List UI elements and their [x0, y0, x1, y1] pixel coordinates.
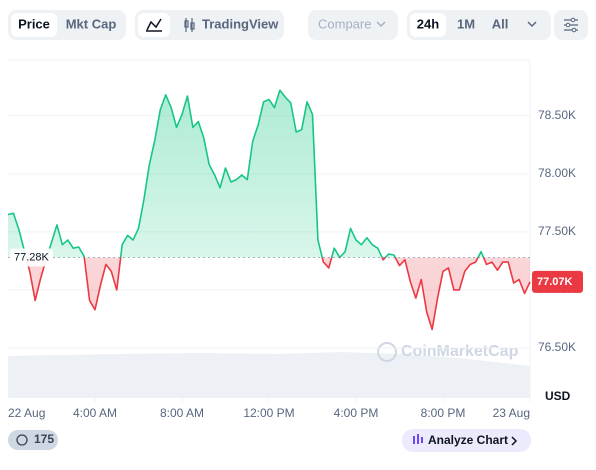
- x-tick-label: 4:00 AM: [73, 406, 117, 420]
- y-unit: USD: [545, 389, 571, 403]
- range-selected[interactable]: [410, 13, 446, 37]
- x-tick-label: 23 Aug: [493, 406, 530, 420]
- compare-button[interactable]: [308, 10, 398, 40]
- tab-price[interactable]: Price: [18, 16, 50, 31]
- watermark: CoinMarketCap: [377, 342, 519, 362]
- x-tick-label: 12:00 PM: [243, 406, 294, 420]
- analyze-button[interactable]: [402, 429, 531, 452]
- reference-label-box: [10, 248, 53, 267]
- chevron[interactable]: [527, 21, 537, 28]
- watermark-text: CoinMarketCap: [401, 343, 519, 360]
- y-tick-label: 76.50K: [538, 340, 576, 354]
- watermark-logo: [377, 342, 397, 362]
- last-price-box: [532, 270, 583, 293]
- tab-selected[interactable]: [11, 13, 57, 37]
- x-tick-label: 8:00 AM: [160, 406, 204, 420]
- area-up: [8, 90, 530, 258]
- area-down: [26, 257, 530, 330]
- analyze-icon: [413, 434, 423, 444]
- y-tick-label: 78.50K: [538, 108, 576, 122]
- last-price-label: 77.07K: [537, 276, 573, 288]
- settings-knob: [571, 27, 577, 33]
- volume-area: [8, 352, 530, 398]
- range-all[interactable]: All: [492, 16, 509, 31]
- range-1m[interactable]: 1M: [457, 16, 475, 31]
- chevron: [376, 21, 386, 28]
- tab-mktcap[interactable]: Mkt Cap: [66, 16, 117, 31]
- price-line: [7, 89, 531, 331]
- compare-label[interactable]: Compare: [318, 16, 371, 31]
- badge-count[interactable]: 175: [34, 432, 54, 446]
- reference-label: 77.28K: [14, 251, 50, 263]
- tab-group: [135, 10, 284, 40]
- x-tick-label: 22 Aug: [8, 406, 45, 420]
- y-tick-label: 77.50K: [538, 224, 576, 238]
- chevron: [511, 436, 518, 446]
- settings-knob: [570, 17, 576, 23]
- x-tick-label: 4:00 PM: [334, 406, 379, 420]
- settings-knob: [565, 22, 571, 28]
- analyze-label[interactable]: Analyze Chart: [428, 433, 508, 447]
- range-24h[interactable]: 24h: [417, 16, 439, 31]
- badge-icon: [16, 434, 28, 446]
- candle-icon: [184, 18, 195, 32]
- x-tick-label: 8:00 PM: [421, 406, 466, 420]
- tab-tradingview[interactable]: TradingView: [202, 16, 279, 31]
- y-tick-label: 78.00K: [538, 166, 576, 180]
- line-icon: [146, 18, 162, 32]
